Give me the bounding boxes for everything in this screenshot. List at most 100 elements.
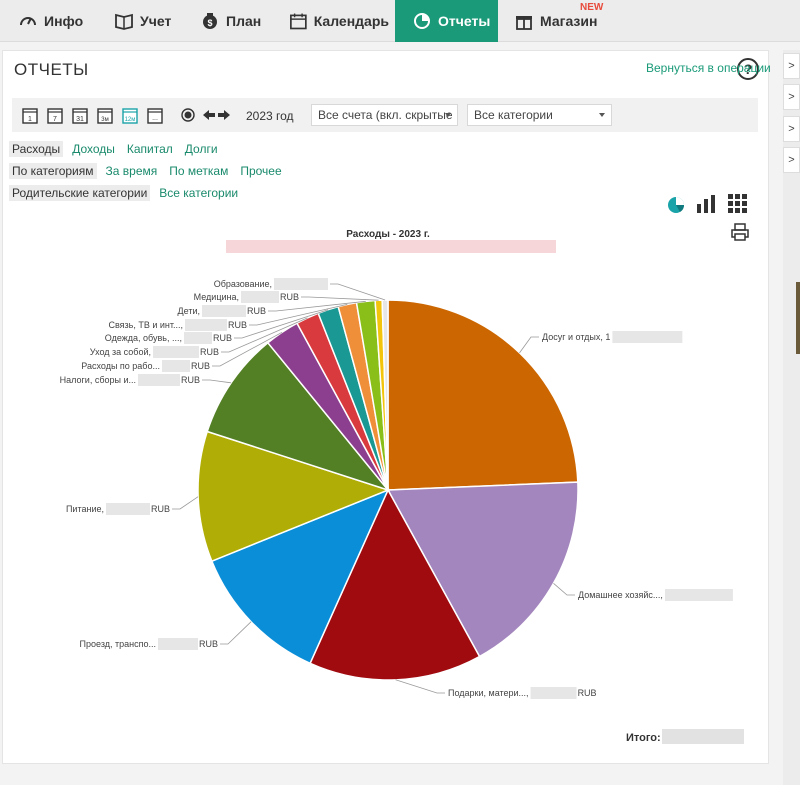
- pie-value-redacted: [157, 638, 198, 650]
- pie-value-redacted: [201, 305, 246, 317]
- pie-slice-label: Связь, ТВ и инт...,: [108, 320, 183, 330]
- arrow-right-icon[interactable]: [217, 108, 231, 122]
- categories-select-value: Все категории: [474, 108, 553, 122]
- current-period-icon[interactable]: [181, 108, 195, 122]
- nav-calendar-label: Календарь: [313, 13, 389, 29]
- gift-icon: [516, 16, 532, 30]
- pie-slice-label: Расходы по рабо...: [81, 361, 160, 371]
- pie-leader-line: [553, 582, 575, 596]
- nav-reports[interactable]: Отчеты: [395, 0, 498, 42]
- pie-view-icon[interactable]: [666, 195, 686, 215]
- sidebar-expand-button[interactable]: >: [783, 53, 800, 79]
- filter-debts[interactable]: Долги: [184, 142, 218, 156]
- arrow-left-icon[interactable]: [202, 108, 216, 122]
- nav-shop[interactable]: Магазин: [514, 0, 604, 42]
- period-week-label: 7: [53, 116, 57, 123]
- pie-leader-line: [330, 283, 386, 301]
- filter-other[interactable]: Прочее: [240, 164, 282, 178]
- chevron-down-icon: [445, 113, 451, 117]
- pie-leader-line: [212, 331, 283, 367]
- pie-slice-unit: RUB: [228, 320, 247, 330]
- pie-slice-unit: RUB: [200, 347, 219, 357]
- nav-plan-label: План: [226, 13, 262, 29]
- categories-select[interactable]: Все категории: [467, 104, 612, 126]
- nav-reports-label: Отчеты: [438, 13, 491, 29]
- pie-leader-line: [172, 496, 199, 510]
- pie-slice-unit: RUB: [247, 306, 266, 316]
- period-quarter-label: 3м: [101, 117, 108, 123]
- filter-capital[interactable]: Капитал: [126, 142, 173, 156]
- period-year-icon[interactable]: 12м: [122, 106, 138, 124]
- pie-chart-icon: [414, 13, 430, 29]
- pie-slice-label: Питание,: [66, 504, 104, 514]
- pie-value-redacted: [240, 291, 279, 303]
- period-day-icon[interactable]: 1: [22, 106, 38, 124]
- help-icon[interactable]: ?: [737, 58, 759, 80]
- period-custom-label: ...: [152, 115, 158, 122]
- filter-all-categories[interactable]: Все категории: [159, 186, 239, 200]
- accounts-select-value: Все счета (вкл. скрытые: [318, 108, 453, 122]
- nav-calendar[interactable]: Календарь: [289, 0, 389, 42]
- pie-slice[interactable]: [387, 299, 579, 491]
- pie-slice[interactable]: [206, 341, 391, 492]
- report-toolbar: 1 7 31 3м 12м ... 2023 год Все счета (вк…: [12, 98, 758, 132]
- money-bag-icon: $: [203, 13, 217, 29]
- nav-plan[interactable]: $ План: [200, 0, 262, 42]
- filter-by-category[interactable]: По категориям: [9, 163, 97, 179]
- back-to-operations-link[interactable]: Вернуться в операции: [646, 61, 771, 75]
- pie-slice-label: Проезд, транспо...: [80, 639, 156, 649]
- type-filter: Расходы Доходы Капитал Долги: [9, 140, 227, 158]
- pie-value-redacted: [530, 687, 577, 699]
- bar-view-icon[interactable]: [695, 193, 717, 215]
- chart-subtitle-redacted: [226, 240, 556, 253]
- pie-value-redacted: [612, 331, 683, 343]
- pie-slices: [197, 299, 579, 681]
- filter-parent-categories[interactable]: Родительские категории: [9, 185, 151, 201]
- chevron-down-icon: [599, 113, 605, 117]
- pie-slice-label: Медицина,: [194, 292, 239, 302]
- period-month-icon[interactable]: 31: [72, 106, 88, 124]
- table-view-icon[interactable]: [727, 193, 749, 215]
- pie-slice-label: Уход за собой,: [90, 347, 151, 357]
- pie-leader-line: [268, 300, 366, 312]
- pie-slice-unit: RUB: [181, 375, 200, 385]
- period-day-label: 1: [28, 116, 32, 123]
- filter-by-time[interactable]: За время: [105, 164, 158, 178]
- period-custom-icon[interactable]: ...: [147, 106, 163, 124]
- pie-value-redacted: [161, 360, 190, 372]
- filter-by-tags[interactable]: По меткам: [169, 164, 229, 178]
- filter-expenses[interactable]: Расходы: [9, 141, 64, 157]
- nav-accounting[interactable]: Учет: [114, 0, 176, 42]
- pie-slice[interactable]: [210, 488, 390, 665]
- accounts-select[interactable]: Все счета (вкл. скрытые: [311, 104, 458, 126]
- pie-slice[interactable]: [386, 481, 579, 658]
- nav-shop-label: Магазин: [540, 13, 598, 29]
- period-quarter-icon[interactable]: 3м: [97, 106, 113, 124]
- pie-slice-unit: RUB: [199, 639, 218, 649]
- sidebar-expand-button[interactable]: >: [783, 147, 800, 173]
- pie-value-redacted: [137, 374, 180, 386]
- new-badge: NEW: [580, 2, 604, 13]
- pie-leader-line: [221, 317, 308, 353]
- speedometer-icon: [20, 17, 36, 26]
- sidebar-expand-button[interactable]: >: [783, 84, 800, 110]
- pie-value-redacted: [274, 278, 328, 290]
- sidebar-image: [796, 282, 800, 354]
- total-label: Итого:: [626, 732, 661, 744]
- print-icon[interactable]: [730, 222, 750, 242]
- pie-slice-label: Дети,: [178, 306, 200, 316]
- pie-leader-line: [519, 336, 539, 354]
- filter-income[interactable]: Доходы: [72, 142, 115, 156]
- pie-slice-label: Одежда, обувь, ...,: [105, 333, 182, 343]
- total-value-redacted: [662, 729, 744, 744]
- year-label: 2023 год: [246, 109, 294, 123]
- period-week-icon[interactable]: 7: [47, 106, 63, 124]
- right-sidebar: > > > >: [783, 50, 800, 785]
- book-icon: [115, 13, 133, 30]
- calendar-icon: [290, 13, 307, 30]
- nav-info[interactable]: Инфо: [18, 0, 84, 42]
- sidebar-expand-button[interactable]: >: [783, 116, 800, 142]
- pie-value-redacted: [152, 346, 199, 358]
